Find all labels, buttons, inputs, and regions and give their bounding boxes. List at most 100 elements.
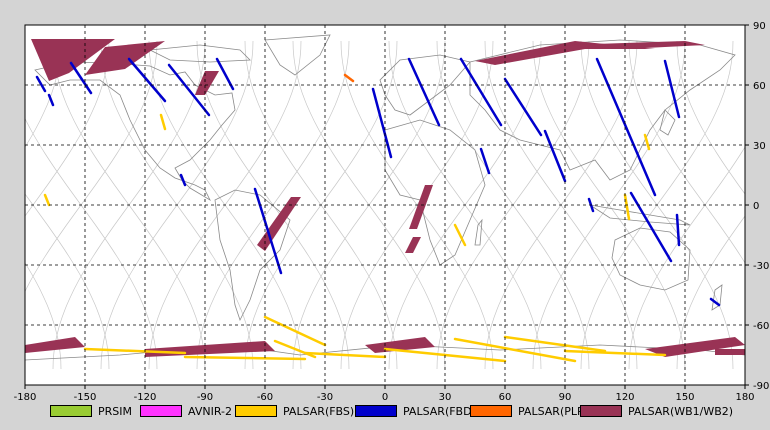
fbs-swath [83,347,187,355]
coastline-japan [659,109,676,136]
lon-tick-label: 60 [499,392,512,400]
fbs-swath [623,193,631,221]
legend-label-palsar-fbs: PALSAR(FBS) [283,404,355,418]
fbs-swath [43,193,51,207]
legend-item-avnir2: AVNIR-2 [140,403,232,419]
legend-swatch-palsar-wb [580,405,622,417]
fbd-swath [543,129,567,183]
legend-label-palsar-plr: PALSAR(PLR) [518,404,589,418]
fbd-swath [407,57,441,127]
lat-tick-label: 30 [753,141,766,152]
fbd-swath [35,75,47,93]
fbd-swath [629,191,673,263]
fbs-swath [273,339,317,359]
lon-tick-label: -120 [134,392,157,400]
fbd-swath [253,187,283,275]
fbd-swath [663,59,681,119]
wb-swath [25,337,85,353]
coastline-madagascar [474,218,483,246]
longitude-tick-labels: -180 -150 -120 -90 -60 -30 0 30 60 90 120 150 180 [14,392,755,400]
legend-label-prsim: PRSIM [98,404,132,418]
wb-swath [565,41,705,49]
lon-tick-label: 150 [675,392,694,400]
lon-tick-label: -60 [257,392,273,400]
coastline-australia [611,227,691,291]
wb-swath [365,337,435,353]
lon-tick-label: -180 [14,392,37,400]
legend-swatch-palsar-fbs [235,405,277,417]
wb-swath [195,71,219,95]
lat-lon-grid [24,24,749,389]
lon-tick-label: -30 [317,392,333,400]
fbd-swath [459,57,503,127]
fbd-swath [69,61,93,95]
legend-swatch-palsar-fbd [355,405,397,417]
wb-swath [257,197,301,251]
orbit-track [676,215,745,370]
fbd-swath [215,57,235,91]
map-frame [24,24,746,386]
fbd-swath [47,93,55,107]
fbd-swath [595,57,657,197]
fbd-swath [179,173,187,187]
fbs-swath [453,223,467,247]
wb-swath [405,237,421,253]
wb-swath [31,39,115,81]
lon-tick-label: 0 [382,392,388,400]
coastline-greenland [264,34,331,76]
lon-tick-label: 180 [735,392,754,400]
orbit-track [25,262,62,370]
lat-tick-label: 0 [753,201,759,212]
legend-swatch-palsar-plr [470,405,512,417]
coastline-asia [469,39,736,181]
plr-swath [343,73,355,83]
coastline-indonesia [589,204,691,226]
lon-tick-label: -90 [197,392,213,400]
fbs-swath [503,335,607,353]
fbs-swath [263,315,327,347]
coastline-africa [384,119,486,266]
fbd-swath [127,57,167,103]
fbd-swath [479,147,491,175]
coverage-map: -180 -150 -120 -90 -60 -30 0 30 60 90 120 150 180 90… [14,21,770,400]
wb-swath [409,185,433,229]
orbit-track [676,40,745,195]
fbs-swath [563,349,667,357]
fbs-swath [159,113,167,131]
legend: PRSIM AVNIR-2 PALSAR(FBS) PALSAR(FBD) PA… [0,400,770,422]
legend-label-palsar-wb: PALSAR(WB1/WB2) [628,404,734,418]
legend-label-palsar-fbd: PALSAR(FBD) [403,404,476,418]
coastline-north-america [34,61,236,202]
fbd-swath [675,213,681,247]
fbd-swath [709,297,721,307]
wb-swath [715,349,745,355]
lat-tick-label: -60 [753,321,769,332]
fbd-swath [371,87,393,159]
legend-item-palsar-fbd: PALSAR(FBD) [355,403,476,419]
legend-swatch-avnir2 [140,405,182,417]
lat-tick-label: -90 [753,381,769,392]
lat-tick-label: 60 [753,81,766,92]
legend-item-palsar-fbs: PALSAR(FBS) [235,403,354,419]
coastline-europe [379,54,471,116]
fbs-swath [303,351,387,359]
legend-item-palsar-wb: PALSAR(WB1/WB2) [580,403,733,419]
latitude-tick-labels: 90 60 30 0 -30 -60 -90 [753,21,769,392]
legend-label-avnir2: AVNIR-2 [188,404,232,418]
lat-tick-label: 90 [753,21,766,32]
fbs-swath [453,337,577,363]
lon-tick-label: -150 [74,392,97,400]
fbd-swath [503,77,543,137]
lon-tick-label: 90 [559,392,572,400]
legend-item-palsar-plr: PALSAR(PLR) [470,403,589,419]
legend-swatch-prsim [50,405,92,417]
lat-tick-label: -30 [753,261,769,272]
legend-item-prsim: PRSIM [50,403,132,419]
orbit-track [25,40,62,148]
wb-swath [645,337,745,357]
fbs-swath [643,133,651,151]
fbd-swath [167,63,211,117]
lon-tick-label: 120 [615,392,634,400]
coastline-arctic-islands [148,44,251,63]
